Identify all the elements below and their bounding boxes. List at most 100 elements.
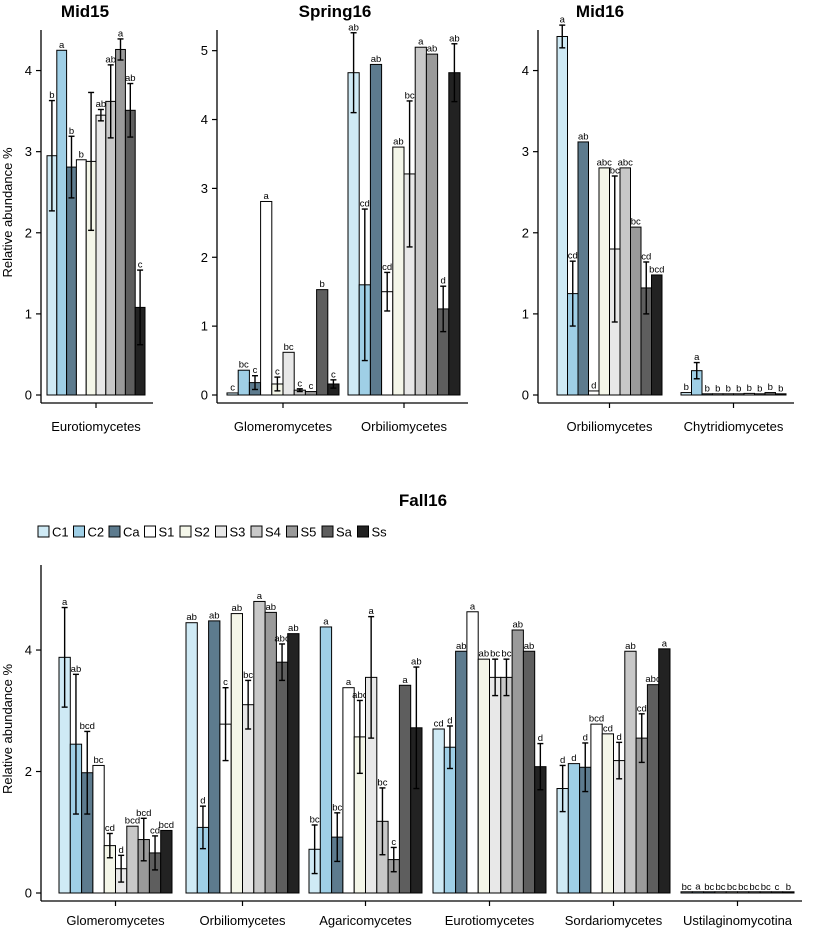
y-tick-label: 2 [201,250,208,265]
legend-swatch [286,525,298,538]
significance-label: cd [641,251,651,262]
bar-ca [369,63,383,396]
bar-ss [448,72,461,396]
bar-s1 [588,390,600,396]
bar-ca [208,620,221,894]
legend-label: Ss [372,525,388,540]
bar-s3 [489,676,502,894]
legend-label: S4 [265,525,281,540]
y-tick-label: 1 [201,319,208,334]
significance-label: b [786,882,791,893]
bar-c1 [432,728,445,894]
bar-s1 [342,687,355,894]
bar-s5 [425,53,439,396]
significance-label: ab [479,649,490,660]
significance-label: bc [704,882,714,893]
significance-label: c [138,260,143,271]
bar-ca [66,166,77,396]
significance-label: b [715,384,720,395]
significance-label: a [694,352,700,363]
significance-label: bcd [136,808,151,819]
bar-s2 [601,733,615,894]
significance-label: cd [603,723,613,734]
legend-swatch [357,525,369,538]
panel-mid15: Mid15 0 1 2 3 4 Relative abundance % Eurotiomyc… [0,2,153,434]
category-label: Orbiliomycetes [200,913,286,928]
category-label: Sordariomycetes [565,913,663,928]
significance-label: cd [568,251,578,262]
significance-label: d [447,715,452,726]
significance-label: b [757,384,762,395]
category-label: Chytridiomycetes [684,419,784,434]
bar-c2 [56,49,68,396]
y-tick-label: 4 [201,112,208,127]
significance-label: ab [348,22,359,33]
panel-fall16: Fall16 0 2 4 Relative abundance % Glomeromyce… [0,491,802,928]
significance-label: a [560,15,566,26]
significance-label: cd [105,823,115,834]
legend-label: Ca [123,525,140,540]
significance-label: cd [434,719,444,730]
y-tick-label: 5 [201,43,208,58]
significance-label: bc [405,90,415,101]
legend-item-s1: S1 [144,525,175,540]
legend-item-ca: Ca [108,525,140,540]
significance-label: bc [501,649,511,660]
significance-label: abc [274,633,290,644]
bar-s4 [126,825,139,894]
significance-label: bc [94,755,104,766]
significance-label: d [200,796,205,807]
chart-panels: Mid15 0 1 2 3 4 Relative abundance % Eurotiomyc… [0,2,802,928]
significance-label: c [775,882,780,893]
significance-label: c [223,677,228,688]
significance-label: abc [618,157,634,168]
significance-label: bcd [125,816,140,827]
significance-label: d [591,380,596,391]
bar-s3 [242,704,255,894]
significance-label: ab [456,641,467,652]
significance-label: ab [71,664,82,675]
significance-label: bc [377,777,387,788]
bar-s2 [230,613,243,894]
significance-label: b [684,382,689,393]
significance-label: b [736,384,741,395]
legend-item-s4: S4 [250,525,281,540]
significance-label: d [583,732,588,743]
significance-label: ab [393,137,404,148]
significance-label: abc [352,690,368,701]
y-tick-label: 4 [25,643,32,658]
significance-label: d [560,755,565,766]
bar-s3 [282,351,295,396]
significance-label: bcd [159,820,174,831]
category-label: Orbiliomycetes [567,419,653,434]
significance-label: a [470,601,476,612]
significance-label: b [747,383,752,394]
bar-s5 [115,48,126,396]
significance-label: ab [625,641,636,652]
y-tick-label: 0 [201,388,208,403]
significance-label: cd [360,199,370,210]
bar-ss [775,393,787,396]
bar-s4 [624,650,637,894]
bar-c1 [556,35,568,396]
category-label: Eurotiomycetes [445,913,535,928]
bar-s5 [304,391,318,396]
bar-s3 [613,760,626,894]
bar-s4 [253,600,266,894]
bar-s2 [477,658,491,894]
significance-label: c [297,378,302,389]
legend-swatch [108,525,121,538]
legend-swatch [215,525,227,538]
significance-label: a [695,881,701,892]
bar-c1 [347,72,360,396]
legend-label: C1 [52,525,69,540]
significance-label: bc [284,342,294,353]
legend-item-s2: S2 [179,525,210,540]
significance-label: c [253,365,258,376]
legend-label: S1 [159,525,175,540]
legend-label: S2 [194,525,210,540]
category-label: Eurotiomycetes [51,419,141,434]
